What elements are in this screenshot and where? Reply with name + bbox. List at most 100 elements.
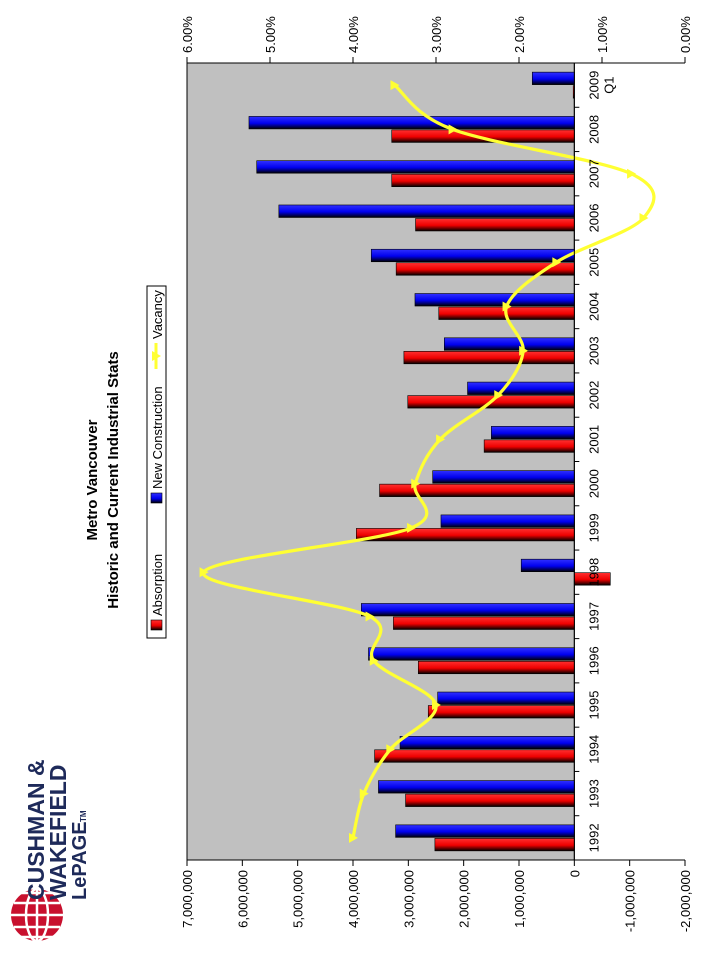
legend-swatch-0 (150, 619, 163, 631)
vacancy-point-8 (411, 478, 421, 489)
category-label-8: 2000 (586, 469, 601, 498)
right-axis-label-3: 3.00% (429, 16, 444, 53)
bar-absorption-4 (417, 660, 575, 675)
bar-new-construction-6 (520, 558, 575, 572)
plot-area (186, 62, 575, 861)
bar-new-construction-7 (440, 514, 575, 528)
left-axis-label-1: -1,000,000 (623, 870, 638, 932)
bar-new-construction-0 (395, 824, 575, 838)
right-axis-label-4: 4.00% (346, 16, 361, 53)
legend-swatch-1 (150, 492, 163, 504)
legend-label-2: Vacancy (150, 290, 165, 339)
category-label-3: 1995 (586, 691, 601, 720)
bar-new-construction-10 (467, 381, 575, 395)
category-label-11: 2003 (586, 336, 601, 365)
logo-line3: LePAGE (69, 821, 91, 900)
right-axis-label-0: 0.00% (678, 16, 693, 53)
vacancy-point-11 (519, 345, 529, 356)
left-axis-label-3: 1,000,000 (512, 870, 527, 928)
left-axis-label-4: 2,000,000 (457, 870, 472, 928)
category-label-16: 2008 (586, 115, 601, 144)
category-label-4: 1996 (586, 646, 601, 675)
bar-new-construction-17 (531, 71, 575, 85)
logo-tm: TM (79, 810, 88, 822)
category-label-15: 2007 (586, 159, 601, 188)
chart-legend: Absorption New Construction Vacancy (146, 285, 167, 639)
category-label-14: 2006 (586, 204, 601, 233)
bar-absorption-11 (403, 351, 575, 365)
vacancy-point-7 (407, 522, 417, 533)
vacancy-line-layer (199, 80, 656, 843)
category-label-2: 1994 (586, 735, 601, 764)
bar-new-construction-8 (432, 470, 575, 484)
vacancy-point-14 (639, 212, 649, 223)
left-axis-label-6: 4,000,000 (346, 870, 361, 928)
bar-new-construction-12 (414, 293, 575, 307)
vacancy-point-9 (436, 434, 446, 445)
vacancy-point-6 (199, 567, 209, 578)
chart-title: Metro Vancouver (84, 419, 101, 540)
vacancy-point-1 (359, 788, 369, 799)
bar-absorption-15 (391, 173, 575, 187)
chart-subtitle: Historic and Current Industrial Stats (105, 351, 122, 609)
legend-box (146, 285, 167, 639)
category-label-10: 2002 (586, 381, 601, 410)
left-axis-label-7: 5,000,000 (291, 870, 306, 928)
category-label-6: 1998 (586, 558, 601, 587)
left-axis-label-9: 7,000,000 (180, 870, 195, 928)
vacancy-point-12 (502, 301, 512, 312)
vacancy-point-3 (432, 700, 441, 711)
right-axis-label-1: 1.00% (595, 16, 610, 53)
category-label-17: 2009 (586, 71, 601, 100)
right-axis-label-6: 6.00% (180, 16, 195, 53)
legend-label-0: Absorption (150, 554, 165, 616)
legend-marker-2 (152, 351, 161, 361)
bar-new-construction-2 (399, 736, 575, 750)
chart-titles: Metro Vancouver Historic and Current Ind… (84, 351, 122, 609)
right-axis-label-5: 5.00% (263, 16, 278, 53)
right-axis-label-2: 2.00% (512, 16, 527, 53)
bar-absorption-14 (415, 218, 575, 232)
bar-absorption-16 (391, 129, 575, 143)
left-axis-label-8: 6,000,000 (235, 870, 250, 928)
left-axis-label-5: 3,000,000 (401, 870, 416, 928)
vacancy-point-16 (448, 124, 458, 135)
bar-absorption-1 (405, 793, 575, 807)
bar-new-construction-5 (360, 603, 575, 617)
bar-new-construction-11 (443, 337, 575, 351)
bar-new-construction-13 (370, 248, 575, 263)
bar-new-construction-16 (248, 116, 575, 130)
category-label-9: 2001 (586, 425, 601, 454)
bar-absorption-5 (393, 616, 575, 630)
bar-absorption-3 (427, 705, 575, 719)
vacancy-point-13 (552, 257, 562, 268)
legend-label-1: New Construction (150, 386, 165, 489)
bar-new-construction-9 (491, 426, 575, 440)
bar-absorption-8 (379, 483, 575, 497)
bar-absorption-2 (374, 749, 575, 763)
bar-new-construction-1 (378, 780, 575, 794)
bar-new-construction-15 (256, 160, 575, 174)
vacancy-point-15 (627, 168, 637, 179)
category-label-1: 1993 (586, 779, 601, 808)
vacancy-line (201, 83, 656, 839)
category-label-12: 2004 (586, 292, 601, 321)
category-label-0: 1992 (586, 823, 601, 852)
category-label-7: 1999 (586, 513, 601, 542)
vacancy-point-17 (390, 80, 400, 91)
category-label-5: 1997 (586, 602, 601, 631)
logo-globe-icon (11, 887, 63, 943)
vacancy-point-10 (494, 390, 504, 401)
bar-new-construction-14 (278, 204, 575, 218)
bars-layer (248, 71, 611, 852)
axes-layer: 1992 1993 1994 1995 1996 1997 1998 1999 2000 2001… (180, 16, 693, 932)
bar-absorption-0 (434, 838, 575, 852)
left-axis-label-0: -2,000,000 (678, 870, 693, 932)
vacancy-point-2 (386, 744, 396, 755)
logo: CUSHMAN & WAKEFIELD LePAGE TM (11, 759, 91, 943)
logo-line1: CUSHMAN & (23, 759, 49, 900)
bar-new-construction-3 (437, 691, 575, 705)
vacancy-point-4 (369, 655, 379, 666)
category-label-13: 2005 (586, 248, 601, 277)
